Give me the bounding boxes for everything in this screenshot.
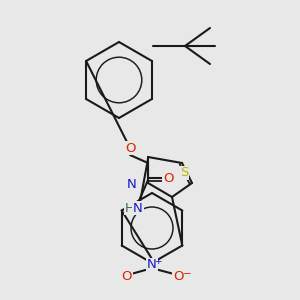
Text: −: −	[183, 269, 191, 279]
Text: O: O	[125, 142, 135, 154]
Text: O: O	[173, 271, 183, 284]
Text: N: N	[133, 202, 143, 214]
Text: O: O	[122, 271, 132, 284]
Text: S: S	[180, 167, 188, 179]
Text: H: H	[124, 202, 134, 214]
Text: N: N	[127, 178, 137, 191]
Text: +: +	[154, 256, 162, 266]
Text: N: N	[147, 259, 157, 272]
Text: O: O	[163, 172, 173, 184]
